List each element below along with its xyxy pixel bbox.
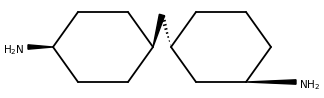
Polygon shape xyxy=(28,45,53,49)
Polygon shape xyxy=(153,14,165,47)
Polygon shape xyxy=(246,80,296,84)
Text: NH$_2$: NH$_2$ xyxy=(299,78,320,92)
Text: H$_2$N: H$_2$N xyxy=(4,43,25,57)
